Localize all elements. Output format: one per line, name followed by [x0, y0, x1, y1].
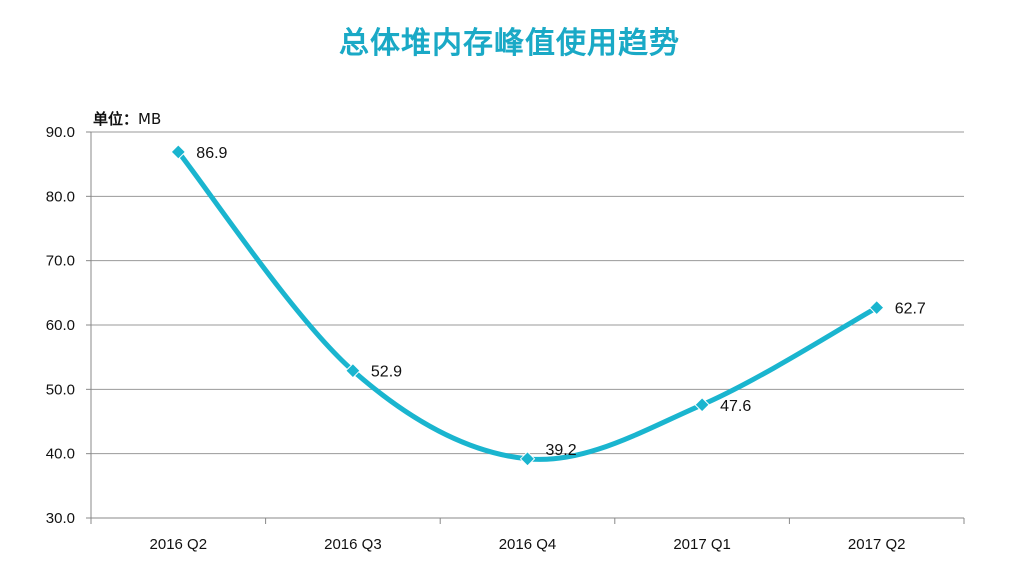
data-label: 52.9 — [371, 364, 402, 381]
unit-prefix: 单位： — [93, 110, 139, 128]
x-tick-label: 2016 Q4 — [499, 536, 557, 553]
data-label: 86.9 — [196, 145, 227, 162]
unit-label: 单位：MB — [93, 108, 161, 129]
y-tick-label: 60.0 — [46, 317, 75, 334]
data-point-marker — [170, 144, 187, 160]
axes: 30.0 40.0 50.0 60.0 70.0 80.0 90.0 2016 Q2 2016 … — [46, 124, 965, 553]
x-tick-label: 2016 Q2 — [150, 536, 208, 553]
data-point-marker — [868, 299, 885, 316]
data-point-marker — [694, 397, 710, 413]
data-label: 62.7 — [895, 301, 926, 318]
y-tick-label: 90.0 — [46, 124, 75, 141]
chart-title: 总体堆内存峰值使用趋势 — [339, 26, 680, 61]
data-point-marker — [519, 451, 536, 467]
y-tick-label: 30.0 — [46, 510, 75, 527]
gridlines — [91, 131, 964, 519]
data-point-marker — [345, 362, 361, 379]
unit-value: MB — [138, 110, 162, 128]
y-tick-label: 40.0 — [46, 446, 75, 463]
y-tick-label: 70.0 — [46, 253, 75, 270]
y-tick-label: 80.0 — [46, 188, 75, 205]
data-label: 47.6 — [720, 398, 751, 415]
x-tick-label: 2017 Q1 — [673, 536, 731, 553]
series-line — [175, 149, 880, 462]
series — [170, 144, 885, 467]
labels: 86.9 52.9 39.2 47.6 62.7 — [196, 145, 926, 459]
x-tick-label: 2017 Q2 — [848, 536, 906, 553]
y-tick-label: 50.0 — [46, 381, 75, 398]
x-tick-label: 2016 Q3 — [324, 536, 382, 553]
data-label: 39.2 — [546, 442, 577, 459]
